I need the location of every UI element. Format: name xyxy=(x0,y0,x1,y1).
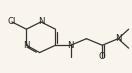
Text: N: N xyxy=(67,41,74,50)
Text: N: N xyxy=(38,17,44,26)
Text: N: N xyxy=(23,41,30,51)
Text: Cl: Cl xyxy=(8,17,16,26)
Text: O: O xyxy=(99,52,106,61)
Text: N: N xyxy=(115,34,121,43)
